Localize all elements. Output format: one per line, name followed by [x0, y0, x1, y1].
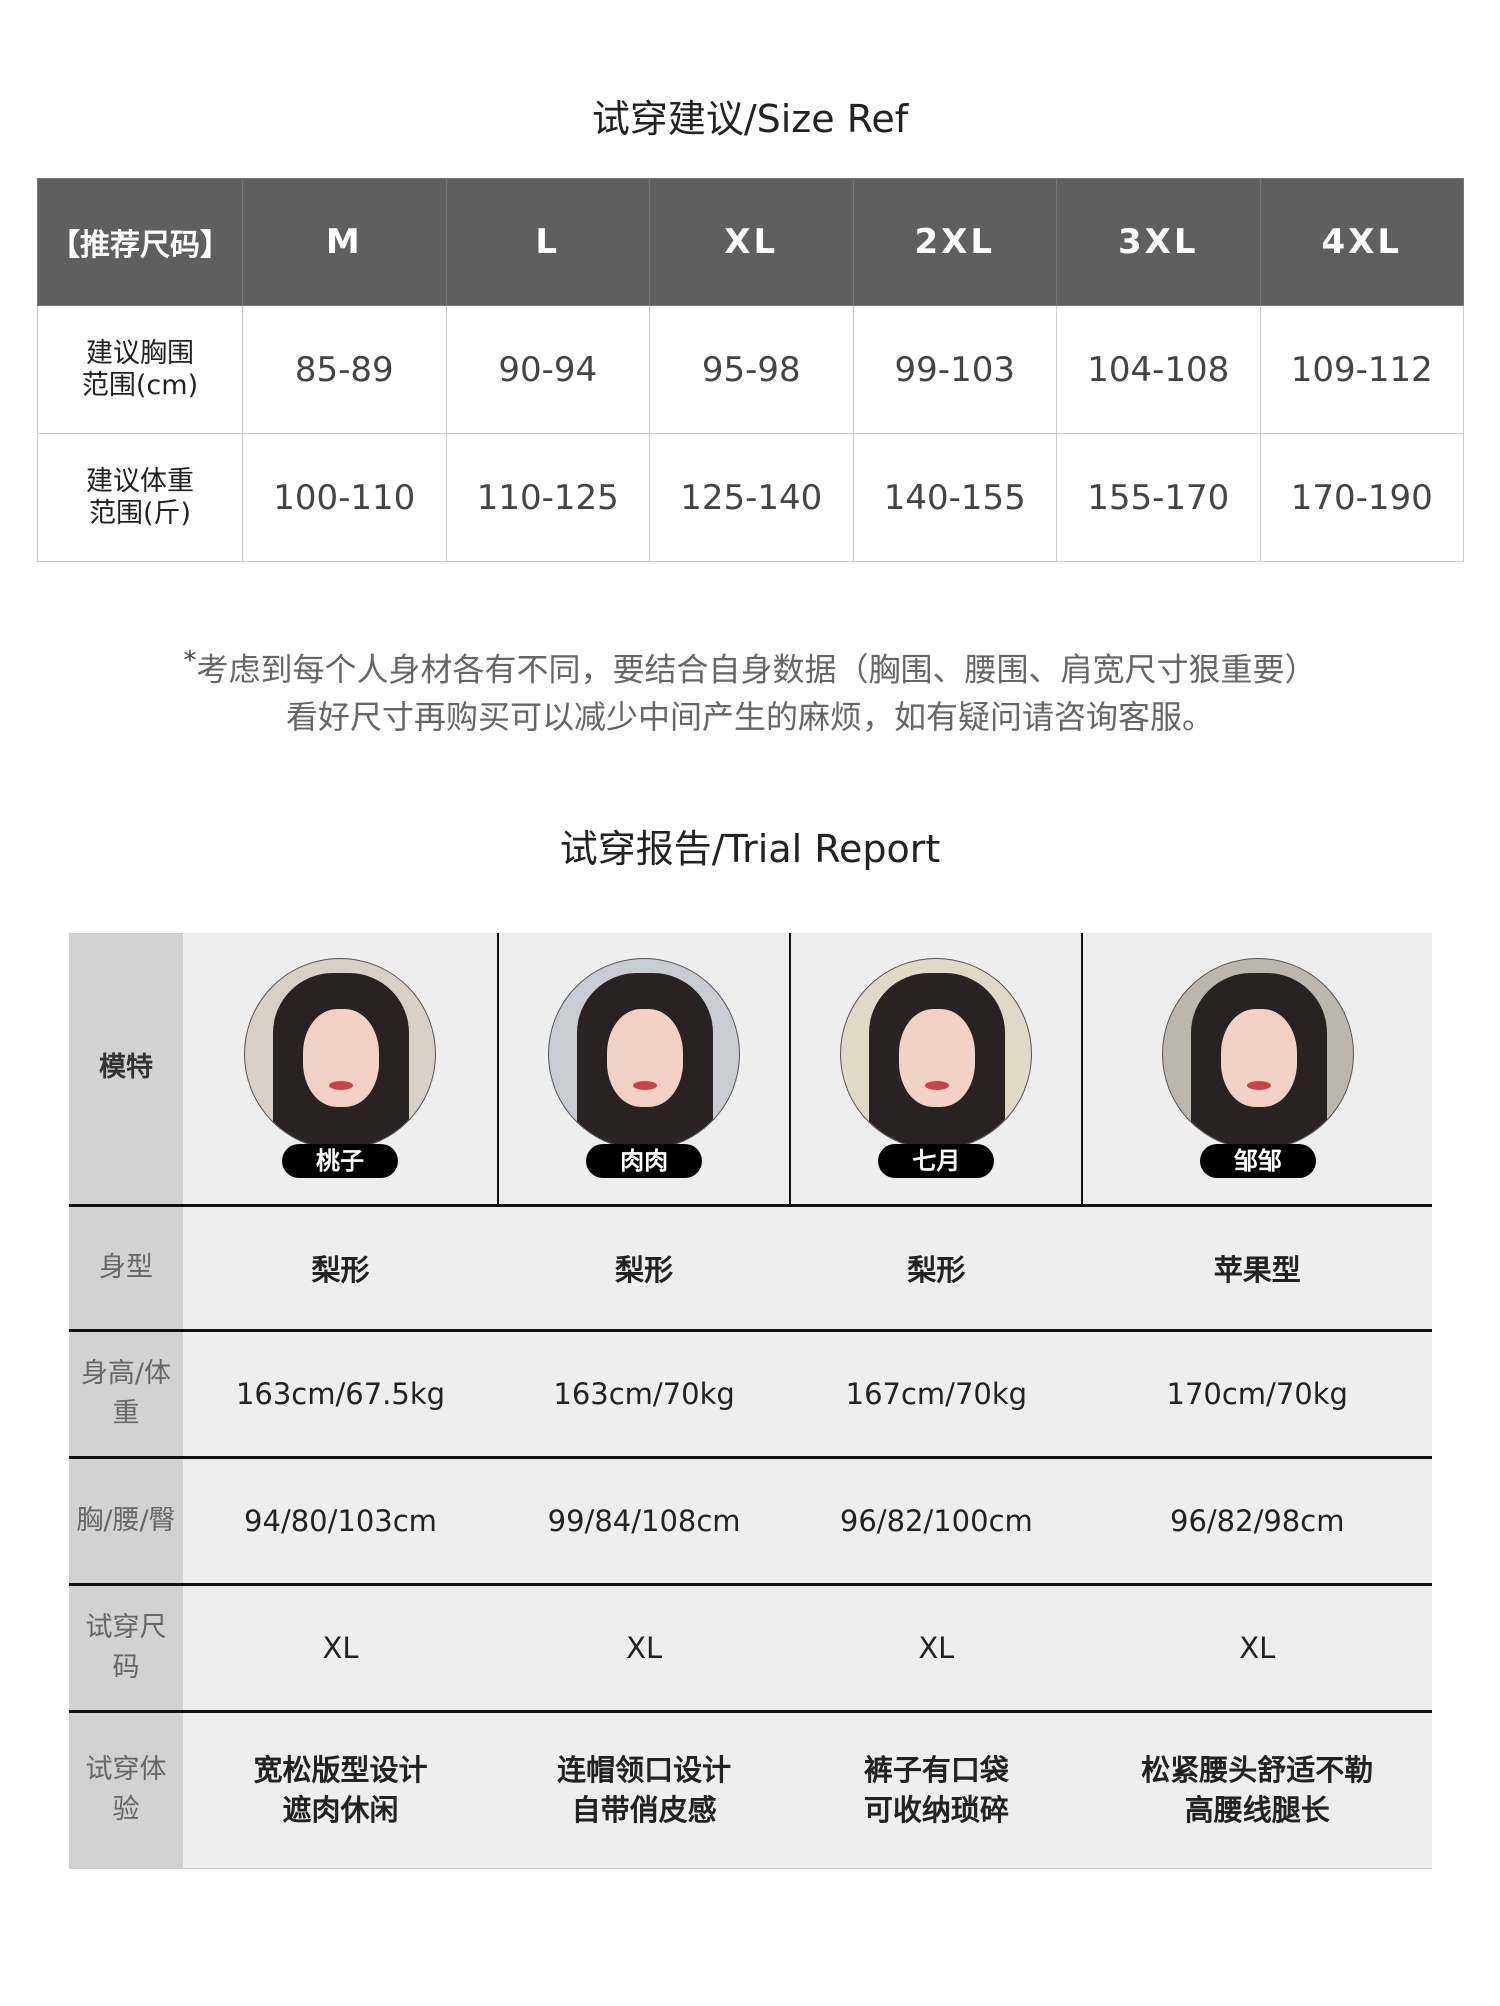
size-table: 【推荐尺码】 M L XL 2XL 3XL 4XL 建议胸围 范围(cm) 85-…	[37, 178, 1464, 562]
cell: 苹果型	[1213, 1252, 1301, 1287]
cell: 125-140	[649, 433, 854, 562]
row-label: 模特	[69, 933, 183, 1205]
size-ref-title: 试穿建议/Size Ref	[591, 97, 909, 141]
note-line: 考虑到每个人身材各有不同，要结合自身数据（胸围、腰围、肩宽尺寸狠重要）	[196, 650, 1317, 689]
label-line: 建议体重	[86, 465, 194, 497]
cell: 170-190	[1259, 433, 1464, 562]
model-avatar	[840, 958, 1033, 1151]
height-weight-row: 身高/体重 163cm/67.5kg 163cm/70kg 167cm/70kg…	[69, 1330, 1432, 1457]
cell: 宽松版型设计 遮肉休闲	[183, 1711, 498, 1868]
header-cell: XL	[649, 178, 854, 306]
cell: 95-98	[649, 305, 854, 434]
header-cell: 3XL	[1056, 178, 1261, 306]
cell-line: 宽松版型设计	[253, 1753, 428, 1787]
cell-line: 松紧腰头舒适不勒	[1141, 1753, 1374, 1787]
cell: XL	[322, 1630, 359, 1665]
model-avatar	[548, 958, 741, 1151]
row-label: 胸/腰/臀	[69, 1457, 183, 1584]
model-name: 桃子	[281, 1143, 398, 1178]
trial-report-title: 试穿报告/Trial Report	[559, 827, 941, 871]
cell-line: 遮肉休闲	[282, 1793, 399, 1827]
cell: 167cm/70kg	[845, 1376, 1028, 1411]
model-name: 七月	[878, 1143, 995, 1178]
header-cell: 4XL	[1259, 178, 1464, 306]
cell: 96/82/98cm	[1170, 1503, 1345, 1538]
model-cell: 桃子	[183, 933, 499, 1205]
cell: 104-108	[1056, 305, 1261, 434]
cell: 梨形	[907, 1252, 966, 1287]
body-type-row: 身型 梨形 梨形 梨形 苹果型	[69, 1205, 1432, 1330]
model-cell: 肉肉	[497, 933, 792, 1205]
cell: 90-94	[445, 305, 650, 434]
cell: 裤子有口袋可收纳琐碎	[790, 1711, 1082, 1868]
row-label: 身高/体重	[69, 1330, 183, 1457]
header-cell: L	[445, 178, 650, 306]
cell: 99-103	[852, 305, 1057, 434]
size-note: *考虑到每个人身材各有不同，要结合自身数据（胸围、腰围、肩宽尺寸狠重要） 看好尺…	[0, 638, 1500, 741]
cell: 140-155	[852, 433, 1057, 562]
cell: XL	[918, 1630, 955, 1665]
row-label: 试穿体验	[69, 1711, 183, 1868]
cell: XL	[626, 1630, 663, 1665]
cell-line: 可收纳琐碎	[863, 1793, 1009, 1827]
cell: 109-112	[1259, 305, 1464, 434]
row-label: 试穿尺码	[69, 1584, 183, 1711]
label-line: 范围(cm)	[81, 369, 199, 401]
size-header-row: 【推荐尺码】 M L XL 2XL 3XL 4XL	[37, 178, 1464, 306]
model-avatar	[1161, 958, 1354, 1151]
model-cell: 七月	[790, 933, 1084, 1205]
model-cell: 邹邹	[1082, 933, 1432, 1205]
model-name: 邹邹	[1199, 1143, 1316, 1178]
experience-row: 试穿体验 宽松版型设计 遮肉休闲 连帽领口设计 自带俏皮感 裤子有口袋可收纳琐碎 松…	[69, 1711, 1432, 1868]
model-name: 肉肉	[586, 1143, 703, 1178]
cell: 163cm/67.5kg	[235, 1376, 446, 1411]
cell: 96/82/100cm	[839, 1503, 1033, 1538]
cell: 163cm/70kg	[553, 1376, 735, 1411]
label-line: 建议胸围	[86, 337, 194, 369]
header-cell: 【推荐尺码】	[37, 178, 243, 306]
cell: 99/84/108cm	[547, 1503, 741, 1538]
cell-line: 高腰线腿长	[1184, 1793, 1330, 1827]
cell-line: 裤子有口袋	[863, 1753, 1009, 1787]
row-label: 建议体重 范围(斤)	[37, 433, 243, 562]
measurements-row: 胸/腰/臀 94/80/103cm 99/84/108cm 96/82/100c…	[69, 1457, 1432, 1584]
cell: 梨形	[311, 1252, 370, 1287]
models-row: 模特 桃子 肉肉 七月 邹邹	[69, 933, 1432, 1205]
cell: XL	[1239, 1630, 1276, 1665]
cell: 110-125	[445, 433, 650, 562]
cell: 85-89	[242, 305, 447, 434]
model-avatar	[243, 958, 436, 1151]
row-label: 身型	[69, 1205, 183, 1330]
cell: 170cm/70kg	[1166, 1376, 1348, 1411]
trial-size-row: 试穿尺码 XL XL XL XL	[69, 1584, 1432, 1711]
cell-line: 连帽领口设计	[557, 1753, 732, 1787]
cell: 100-110	[242, 433, 447, 562]
cell: 155-170	[1056, 433, 1261, 562]
note-line: 看好尺寸再购买可以减少中间产生的麻烦，如有疑问请咨询客服。	[285, 697, 1214, 736]
bust-row: 建议胸围 范围(cm) 85-89 90-94 95-98 99-103 104-…	[37, 305, 1464, 434]
cell: 94/80/103cm	[244, 1503, 437, 1538]
cell: 松紧腰头舒适不勒 高腰线腿长	[1082, 1711, 1432, 1868]
header-cell: 2XL	[852, 178, 1057, 306]
cell: 连帽领口设计 自带俏皮感	[498, 1711, 790, 1868]
label-line: 范围(斤)	[88, 497, 192, 529]
cell-line: 自带俏皮感	[571, 1793, 717, 1827]
weight-row: 建议体重 范围(斤) 100-110 110-125 125-140 140-15…	[37, 433, 1464, 562]
cell: 梨形	[615, 1252, 674, 1287]
header-cell: M	[242, 178, 447, 306]
trial-table: 模特 桃子 肉肉 七月 邹邹 身型 梨形 梨形 梨形 苹果型 身高/体重 163…	[69, 933, 1432, 1869]
row-label: 建议胸围 范围(cm)	[37, 305, 243, 434]
note-star: *	[183, 646, 197, 676]
